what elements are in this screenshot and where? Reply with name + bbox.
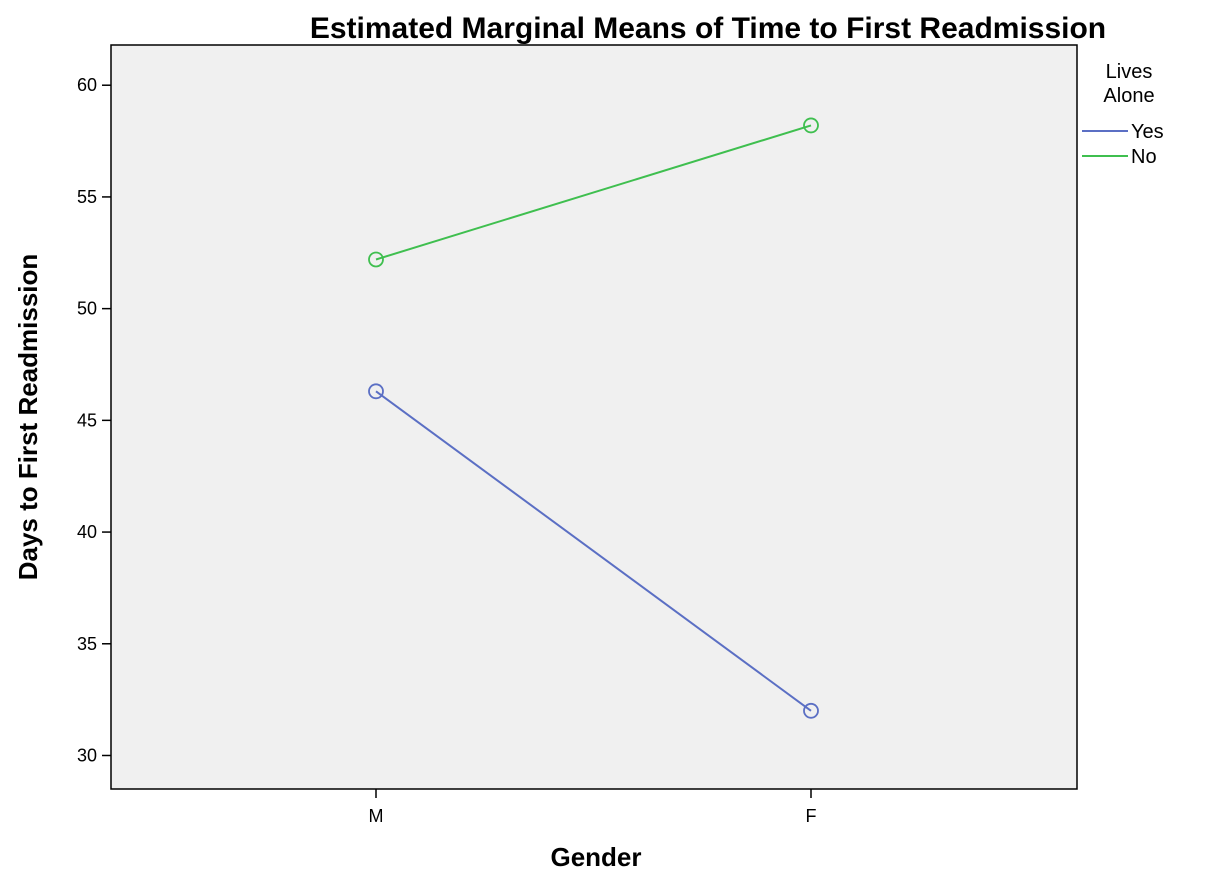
y-axis: 30 35 40 45 50 55 60	[77, 75, 111, 765]
chart-title: Estimated Marginal Means of Time to Firs…	[310, 12, 1106, 45]
y-tick-label: 50	[77, 299, 97, 319]
data-point-no-f	[803, 117, 819, 134]
series-line-yes	[375, 390, 812, 712]
data-point-yes-f	[803, 702, 819, 719]
legend-title: Lives	[1106, 61, 1153, 83]
series-layer	[368, 117, 819, 719]
x-tick-label: F	[806, 806, 817, 826]
data-point-yes-m	[368, 383, 384, 400]
data-point-no-m	[368, 251, 384, 268]
series-line-no	[375, 124, 812, 261]
series-no	[368, 117, 819, 268]
plot-area	[110, 44, 1078, 790]
y-tick-label: 30	[77, 745, 97, 765]
x-tick-label: M	[369, 806, 384, 826]
y-tick-label: 60	[77, 75, 97, 95]
legend-label-yes: Yes	[1131, 121, 1164, 143]
x-axis-title: Gender	[550, 842, 641, 869]
legend-title: Alone	[1103, 85, 1154, 107]
y-tick-label: 35	[77, 634, 97, 654]
y-tick-label: 45	[77, 410, 97, 430]
series-yes	[368, 383, 819, 719]
y-axis-title: Days to First Readmission	[13, 254, 43, 581]
legend-label-no: No	[1131, 146, 1157, 168]
y-tick-label: 40	[77, 522, 97, 542]
y-tick-label: 55	[77, 187, 97, 207]
